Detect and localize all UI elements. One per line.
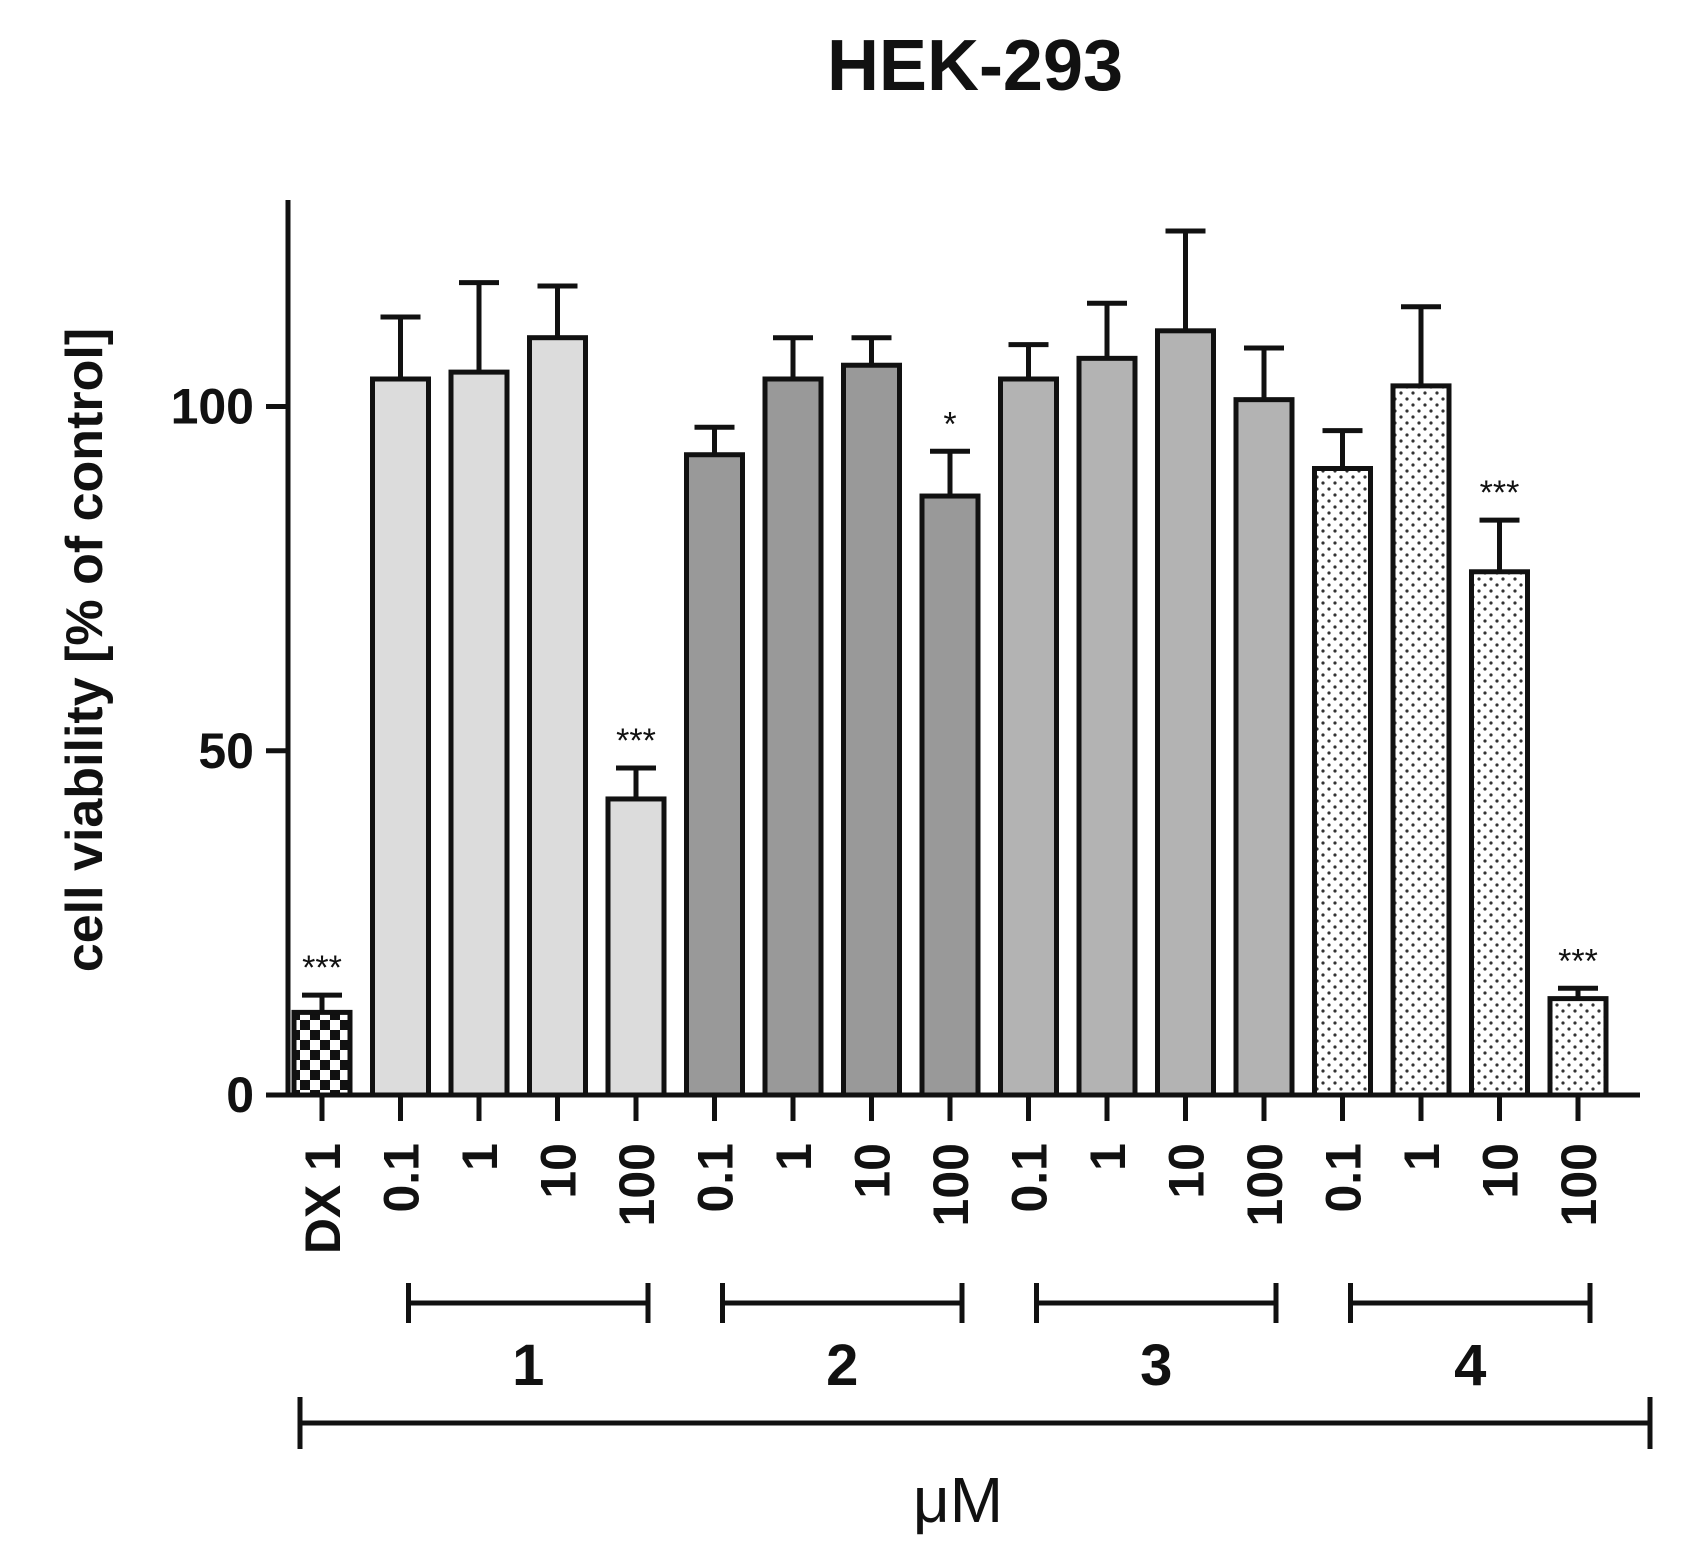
- x-tick-label: 10: [531, 1143, 587, 1199]
- bar: [1076, 355, 1138, 1098]
- x-tick-label: 1: [1080, 1143, 1136, 1171]
- significance-label: ***: [1480, 474, 1520, 512]
- bar: [370, 376, 431, 1098]
- group-brackets: 1 2 3 4: [297, 1283, 1653, 1449]
- bar: [841, 362, 902, 1098]
- bar: [527, 335, 588, 1098]
- y-tick-label: 50: [198, 723, 254, 779]
- x-tick-label: 1: [1394, 1143, 1450, 1171]
- x-tick-label: 10: [1159, 1143, 1215, 1199]
- x-tick-label: 10: [845, 1143, 901, 1199]
- significance-label: ***: [616, 722, 656, 760]
- bar: [1233, 397, 1295, 1098]
- unit-label: μM: [913, 1464, 1003, 1536]
- bar: [605, 796, 667, 1098]
- x-tick-label: 0.1: [1316, 1143, 1372, 1213]
- x-tick-label: 100: [609, 1143, 665, 1226]
- x-tick-label: 100: [1551, 1143, 1607, 1226]
- bar: [1390, 383, 1452, 1098]
- x-tick-label: DX 1: [295, 1143, 351, 1254]
- group-label: 1: [512, 1333, 544, 1398]
- bar: [684, 452, 745, 1098]
- significance-label: ***: [1558, 942, 1598, 980]
- bar: [448, 369, 510, 1098]
- x-tick-label: 0.1: [688, 1143, 744, 1213]
- bar: [1469, 569, 1530, 1098]
- bar: [1312, 466, 1373, 1098]
- x-tick-label: 10: [1473, 1143, 1529, 1199]
- y-axis-label: cell viability [% of control]: [56, 328, 114, 972]
- y-tick-label: 0: [226, 1067, 254, 1123]
- group-label: 2: [826, 1333, 858, 1398]
- x-tick-label: 100: [1237, 1143, 1293, 1226]
- bars: *************: [291, 228, 1609, 1098]
- x-tick-label: 1: [766, 1143, 822, 1171]
- x-tick-label: 100: [923, 1143, 979, 1226]
- bar: [1547, 996, 1609, 1098]
- x-tick-label: 0.1: [374, 1143, 430, 1213]
- group-label: 3: [1140, 1333, 1172, 1398]
- bar: [1155, 328, 1216, 1098]
- y-tick-label: 100: [171, 379, 254, 435]
- bar: [998, 376, 1059, 1098]
- group-label: 4: [1454, 1333, 1486, 1398]
- bar: [291, 1009, 353, 1098]
- bar: [919, 493, 981, 1098]
- x-tick-label: 0.1: [1002, 1143, 1058, 1213]
- x-tick-label: 1: [452, 1143, 508, 1171]
- bar: [762, 376, 824, 1098]
- x-tick-labels: DX 1 0.1 1 10 100 0.1 1 10 100 0.1 1 10 100 0.1 1 10 100: [295, 1143, 1607, 1254]
- significance-label: ***: [302, 949, 342, 987]
- chart-title: HEK-293: [827, 26, 1123, 106]
- significance-label: *: [943, 405, 956, 443]
